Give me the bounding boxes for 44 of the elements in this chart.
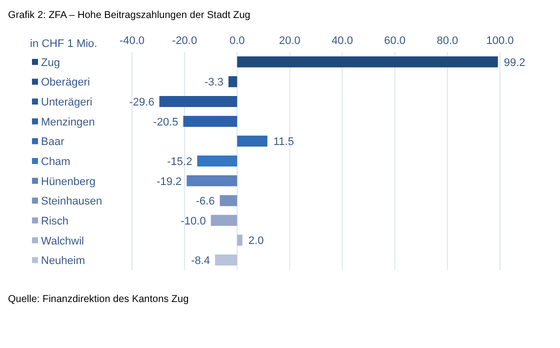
bar	[159, 96, 238, 107]
y-tick-label: Menzingen	[41, 116, 95, 128]
data-label: -6.6	[196, 196, 215, 208]
y-tick-label: Hünenberg	[41, 176, 96, 188]
x-tick-label: -40.0	[119, 35, 145, 47]
bar	[237, 136, 268, 147]
bar	[237, 234, 242, 246]
y-tick-label: Oberägeri	[41, 76, 90, 89]
data-label: -19.2	[156, 176, 182, 188]
x-tick-label: 40.0	[332, 35, 353, 47]
x-tick-label: 60.0	[384, 35, 406, 47]
x-tick-label: 80.0	[436, 35, 458, 47]
bar	[237, 56, 498, 68]
data-label: 2.0	[248, 235, 264, 248]
x-tick-label: 20.0	[279, 35, 300, 47]
bar	[186, 175, 238, 186]
y-tick-label: Zug	[41, 56, 60, 69]
y-axis-title: in CHF 1 Mio.	[30, 38, 98, 50]
x-tick-label: 0.0	[229, 35, 245, 47]
data-label: -3.3	[204, 76, 224, 89]
data-label: -8.4	[191, 255, 210, 268]
data-label: -29.6	[129, 96, 154, 108]
y-tick-label: Risch	[41, 215, 69, 228]
data-label: 99.2	[504, 56, 526, 69]
chart-title: Grafik 2: ZFA – Hohe Beitragszahlungen der Stadt Zug	[8, 9, 252, 23]
y-tick-label: Walchwil	[41, 235, 84, 248]
data-label: -15.2	[167, 156, 192, 168]
x-tick-label: 100.0	[486, 35, 514, 47]
y-tick-label: Neuheim	[41, 255, 86, 268]
source-note: Quelle: Finanzdirektion des Kantons Zug	[8, 294, 190, 305]
data-label: 11.5	[273, 136, 294, 148]
bar	[228, 76, 238, 88]
bar	[220, 195, 238, 206]
y-tick-label: Unterägeri	[41, 96, 92, 109]
bar	[210, 214, 238, 226]
data-label: -20.5	[153, 116, 178, 128]
bar	[197, 155, 238, 166]
bar	[215, 254, 238, 266]
bar	[183, 116, 238, 127]
x-tick-label: -20.0	[172, 35, 198, 47]
y-tick-label: Baar	[41, 136, 65, 148]
y-tick-label: Steinhausen	[41, 196, 102, 208]
data-label: -10.0	[180, 215, 206, 228]
y-tick-label: Cham	[41, 156, 70, 168]
